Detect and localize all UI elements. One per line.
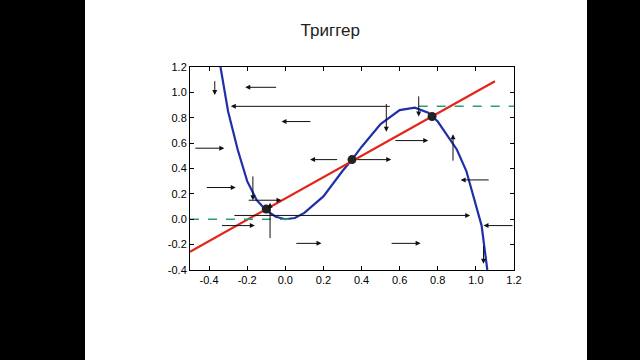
svg-text:1.0: 1.0	[172, 86, 187, 98]
svg-text:-0.2: -0.2	[168, 238, 187, 250]
svg-text:0.6: 0.6	[392, 274, 407, 286]
svg-text:1.2: 1.2	[506, 274, 521, 286]
svg-text:Триггер: Триггер	[301, 21, 360, 40]
svg-text:0.6: 0.6	[172, 137, 187, 149]
svg-text:-0.4: -0.4	[168, 264, 187, 276]
svg-text:0.4: 0.4	[354, 274, 369, 286]
svg-text:-0.2: -0.2	[238, 274, 257, 286]
svg-text:1.2: 1.2	[172, 61, 187, 73]
svg-text:0.2: 0.2	[316, 274, 331, 286]
svg-text:0.2: 0.2	[172, 188, 187, 200]
svg-text:0.8: 0.8	[172, 112, 187, 124]
svg-text:1.0: 1.0	[468, 274, 483, 286]
svg-text:0.8: 0.8	[430, 274, 445, 286]
svg-text:0.4: 0.4	[172, 162, 187, 174]
svg-text:-0.4: -0.4	[200, 274, 219, 286]
svg-text:0.0: 0.0	[172, 213, 187, 225]
svg-text:0.0: 0.0	[278, 274, 293, 286]
